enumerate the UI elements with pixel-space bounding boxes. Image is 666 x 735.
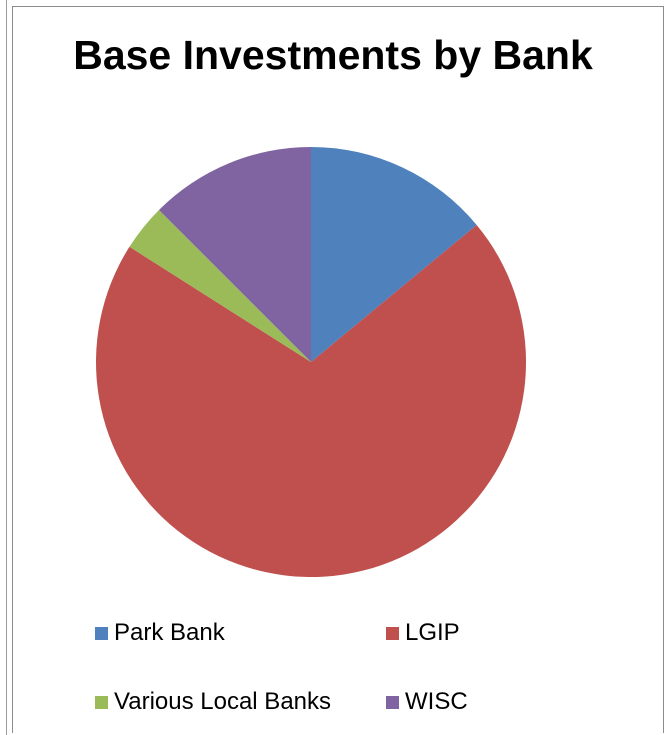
pie-slice-park-bank xyxy=(311,147,477,362)
legend-swatch-wisc xyxy=(386,695,399,709)
legend-label-various-local-banks: Various Local Banks xyxy=(114,688,332,715)
legend-item-various-local-banks: Various Local Banks xyxy=(95,687,331,717)
legend-item-park-bank: Park Bank xyxy=(95,618,225,648)
legend-item-wisc: WISC xyxy=(386,687,468,717)
pie-chart xyxy=(96,147,527,577)
legend-swatch-park-bank xyxy=(95,626,108,640)
pie-slices xyxy=(96,147,527,577)
pie-slice-wisc xyxy=(158,147,311,362)
pie-slice-lgip xyxy=(96,224,527,577)
legend-swatch-lgip xyxy=(386,626,399,640)
legend-label-wisc: WISC xyxy=(405,688,468,715)
chart-title-text: Base Investments by Bank xyxy=(73,32,593,78)
legend-swatch-various-local-banks xyxy=(95,695,108,709)
pie-slice-various-local-banks xyxy=(129,209,311,362)
legend-label-lgip: LGIP xyxy=(405,619,460,646)
left-border-line xyxy=(6,0,7,735)
legend-label-park-bank: Park Bank xyxy=(114,619,225,646)
chart-title: Base Investments by Bank xyxy=(0,32,666,79)
legend-item-lgip: LGIP xyxy=(386,618,460,648)
